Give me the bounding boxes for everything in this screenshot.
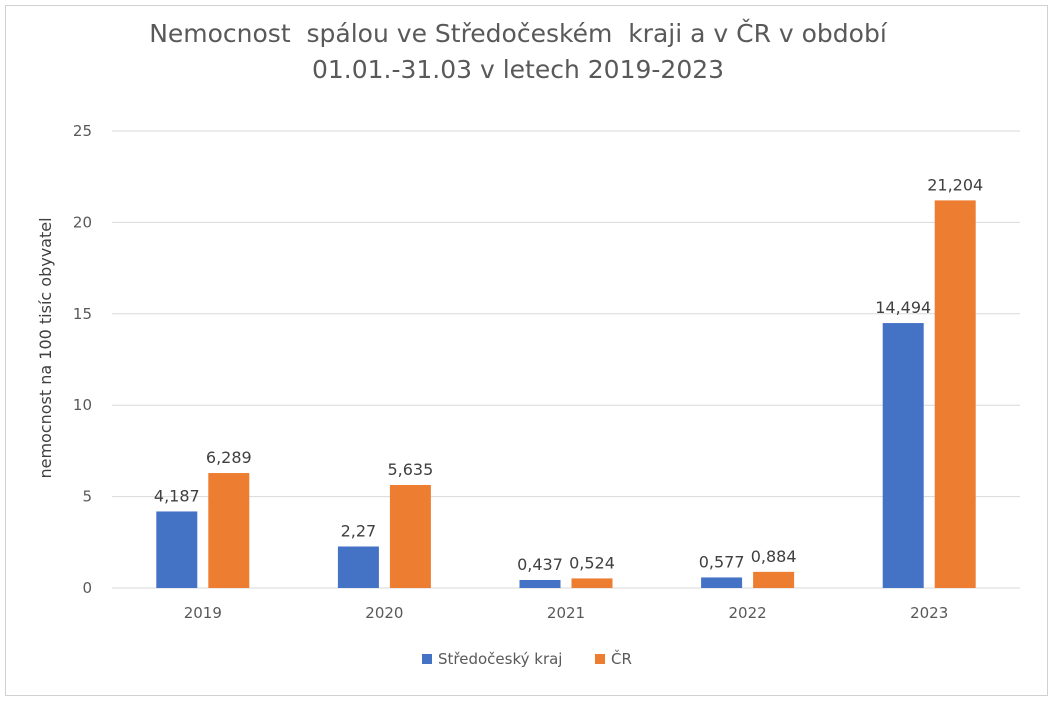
data-label: 2,27 — [341, 522, 377, 541]
legend-swatch-1 — [595, 654, 605, 664]
y-axis-ticks: 0 5 10 15 20 25 — [73, 122, 92, 597]
bar-středočeský-kraj-2023 — [882, 323, 924, 588]
data-labels: 4,187 6,289 2,27 5,635 0,437 0,524 0,577 0,884 1… — [154, 175, 983, 574]
data-label: 14,494 — [875, 298, 931, 317]
bar-středočeský-kraj-2022 — [701, 577, 743, 588]
x-tick-label-2020: 2020 — [365, 604, 403, 622]
chart-title-line-2: 01.01.-31.03 v letech 2019-2023 — [312, 55, 724, 84]
x-tick-label-2023: 2023 — [910, 604, 948, 622]
y-axis-title: nemocnost na 100 tisíc obyvatel — [36, 217, 55, 478]
bar-čr-2022 — [753, 571, 795, 588]
data-label: 0,577 — [699, 552, 745, 571]
bar-čr-2023 — [934, 200, 976, 589]
legend-label-0: Středočeský kraj — [438, 650, 562, 668]
y-tick-label: 0 — [82, 579, 92, 597]
legend-label-1: ČR — [611, 649, 632, 668]
bar-středočeský-kraj-2021 — [519, 580, 561, 588]
bar-středočeský-kraj-2019 — [156, 511, 198, 588]
data-label: 0,884 — [751, 547, 797, 566]
data-label: 4,187 — [154, 486, 200, 505]
legend-swatch-0 — [422, 654, 432, 664]
data-label: 0,437 — [517, 555, 563, 574]
data-label: 0,524 — [569, 553, 615, 572]
x-tick-label-2022: 2022 — [729, 604, 767, 622]
x-axis-ticks: 2019 2020 2021 2022 2023 — [184, 604, 949, 622]
x-tick-label-2019: 2019 — [184, 604, 222, 622]
y-tick-label: 20 — [73, 213, 92, 231]
y-tick-label: 5 — [82, 488, 92, 506]
data-label: 5,635 — [387, 460, 433, 479]
gridlines — [112, 130, 1020, 589]
bar-čr-2021 — [571, 578, 613, 588]
data-label: 6,289 — [206, 448, 252, 467]
y-tick-label: 25 — [73, 122, 92, 140]
bars — [156, 200, 976, 589]
bar-čr-2020 — [389, 484, 431, 588]
bar-středočeský-kraj-2020 — [337, 546, 379, 588]
legend: Středočeský kraj ČR — [422, 649, 632, 668]
data-label: 21,204 — [927, 175, 983, 194]
y-tick-label: 15 — [73, 305, 92, 323]
chart-area: Nemocnost spálou ve Středočeském kraji a… — [5, 5, 1048, 696]
y-tick-label: 10 — [73, 396, 92, 414]
bar-čr-2019 — [208, 473, 250, 588]
bar-chart: Nemocnost spálou ve Středočeském kraji a… — [36, 18, 1020, 668]
chart-title-line-1: Nemocnost spálou ve Středočeském kraji a… — [149, 18, 888, 48]
x-tick-label-2021: 2021 — [547, 604, 585, 622]
